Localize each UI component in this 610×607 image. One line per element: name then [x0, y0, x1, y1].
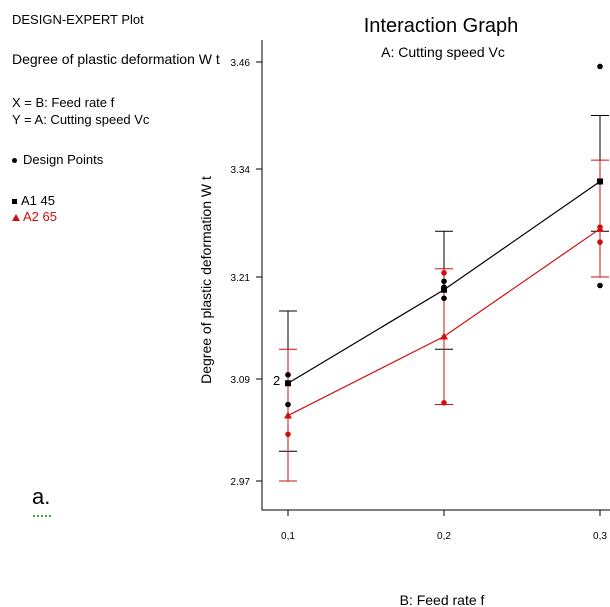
design-point-icon — [12, 158, 17, 164]
y-tick-label: 3.09 — [231, 375, 251, 386]
x-tick-group: 0,1 0,2 0,3 — [281, 510, 607, 542]
design-points-label: Design Points — [23, 152, 104, 167]
legend-label-a1: A1 45 — [21, 193, 55, 208]
square-marker — [285, 380, 291, 387]
design-point — [441, 270, 447, 276]
response-name: Degree of plastic deformation W t — [12, 51, 220, 67]
panel-label: a. — [32, 484, 51, 509]
chart-title: Interaction Graph — [364, 15, 519, 37]
spellcheck-squiggle — [33, 512, 51, 517]
x-axis-label: B: Feed rate f — [400, 592, 485, 607]
y-definition: Y = A: Cutting speed Vc — [12, 112, 150, 127]
design-point — [285, 431, 291, 438]
design-point — [597, 239, 603, 245]
square-marker — [597, 178, 603, 185]
series-marker-group — [284, 178, 604, 419]
legend-item-a2: A2 65 — [12, 209, 57, 224]
triangle-marker — [284, 411, 292, 419]
triangle-marker — [440, 332, 448, 340]
legend-label-a2: A2 65 — [23, 209, 57, 224]
design-point — [441, 295, 447, 302]
x-definition: X = B: Feed rate f — [12, 95, 115, 110]
y-axis-label: Degree of plastic deformation W t — [198, 176, 214, 384]
y-tick-label: 3.21 — [231, 273, 251, 284]
legend-item-a1: A1 45 — [12, 193, 55, 208]
design-point — [285, 401, 291, 408]
triangle-marker — [596, 224, 604, 232]
design-point — [597, 63, 603, 70]
overlap-label: 2 — [273, 373, 280, 388]
plot-heading: DESIGN-EXPERT Plot — [12, 12, 144, 27]
design-point — [285, 371, 291, 378]
y-tick-label: 3.46 — [231, 58, 251, 69]
design-point — [597, 282, 603, 289]
chart-subtitle: A: Cutting speed Vc — [381, 44, 505, 60]
design-point — [441, 278, 447, 285]
y-tick-label: 2.97 — [231, 477, 251, 488]
x-tick-label: 0,1 — [281, 531, 295, 542]
square-marker — [441, 286, 447, 293]
square-marker-icon — [12, 199, 17, 205]
y-tick-group: 2.97 3.09 3.21 3.34 3.46 — [231, 58, 262, 488]
x-tick-label: 0,2 — [437, 531, 451, 542]
y-tick-label: 3.34 — [231, 165, 251, 176]
design-point — [441, 400, 447, 406]
design-points-legend: Design Points — [12, 152, 103, 167]
triangle-marker-icon — [12, 214, 20, 222]
x-tick-label: 0,3 — [593, 531, 607, 542]
